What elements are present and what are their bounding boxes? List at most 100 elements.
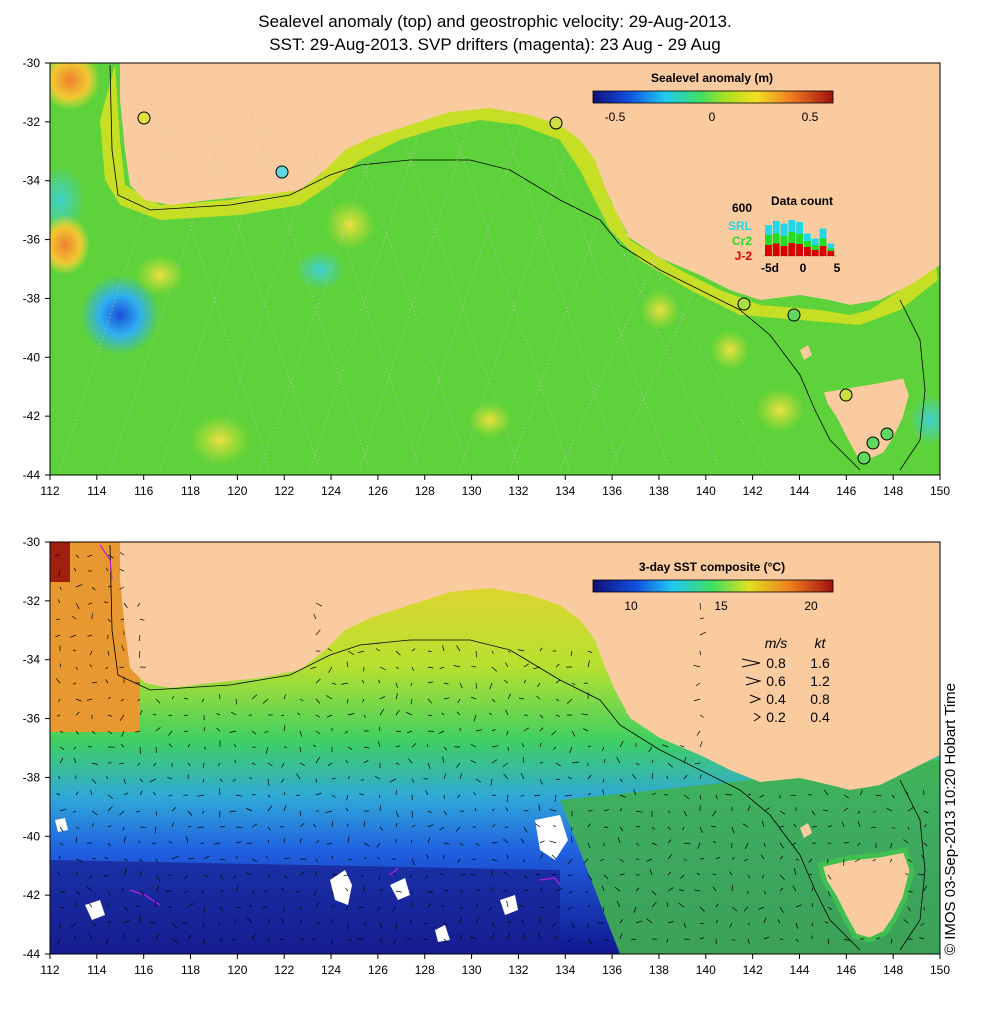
top-land-australia	[120, 63, 940, 305]
bottom-y-tick--38: -38	[23, 770, 41, 784]
velocity-vector-32	[69, 634, 77, 638]
velocity-vector-361	[359, 793, 365, 796]
velocity-vector-448	[873, 810, 877, 813]
velocity-vector-708	[694, 889, 701, 892]
velocity-vector-349	[168, 794, 173, 797]
bottom-x-tick-124: 124	[321, 963, 341, 977]
velocity-vector-462	[219, 826, 225, 828]
velocity-vector-584	[411, 858, 415, 866]
velocity-vector-246	[491, 745, 499, 748]
velocity-vector-41	[89, 650, 93, 656]
velocity-vector-512	[138, 840, 141, 844]
top-map-frame	[49, 62, 941, 476]
velocity-vector-485	[587, 823, 591, 828]
velocity-vector-180	[555, 714, 560, 717]
velocity-vector-475	[427, 824, 434, 828]
velocity-vector-67	[104, 666, 109, 670]
velocity-vector-273	[267, 762, 273, 767]
velocity-vector-405	[187, 810, 193, 816]
bottom-isobath	[109, 544, 926, 951]
velocity-vector-143	[518, 697, 525, 700]
velocity-vector-140	[470, 696, 477, 700]
velocity-vector-814	[763, 917, 767, 924]
velocity-vector-340	[683, 774, 688, 780]
velocity-vector-542	[617, 836, 621, 844]
velocity-vector-725	[155, 900, 157, 908]
tide-gauge-marker-2[interactable]	[275, 165, 289, 179]
velocity-vector-326	[459, 773, 462, 780]
tide-gauge-marker-9[interactable]	[857, 451, 871, 465]
velocity-vector-459	[171, 821, 175, 828]
velocity-vector-121	[171, 696, 175, 700]
velocity-vector-729	[219, 906, 224, 912]
velocity-vector-585	[426, 854, 429, 860]
velocity-vector-77	[427, 666, 434, 669]
velocity-vector-376	[602, 789, 605, 796]
velocity-vector-586	[443, 854, 445, 860]
tide-gauge-marker-8[interactable]	[880, 427, 894, 441]
velocity-vector-674	[155, 886, 160, 892]
velocity-vector-755	[633, 906, 637, 913]
velocity-vector-40	[72, 649, 77, 652]
velocity-vector-92	[105, 679, 109, 684]
tide-gauge-marker-4[interactable]	[737, 297, 751, 311]
velocity-vector-539	[571, 836, 573, 844]
velocity-vector-70	[310, 666, 317, 670]
velocity-vector-606	[760, 854, 765, 860]
velocity-vector-369	[491, 794, 496, 796]
velocity-vector-688	[379, 889, 384, 892]
velocity-vector-343	[75, 791, 79, 796]
data-count-bar-j-2-6	[811, 250, 819, 256]
velocity-vector-794	[443, 922, 448, 926]
velocity-vector-851	[537, 932, 541, 940]
tide-gauge-marker-1[interactable]	[137, 111, 151, 125]
velocity-vector-319	[347, 775, 350, 780]
tide-gauge-marker-3[interactable]	[549, 116, 563, 130]
velocity-vector-241	[411, 742, 417, 748]
velocity-vector-417	[379, 805, 382, 812]
velocity-vector-797	[491, 922, 496, 928]
tide-gauge-marker-5[interactable]	[787, 308, 801, 322]
velocity-vector-482	[535, 823, 541, 828]
bottom-x-tick-126: 126	[368, 963, 388, 977]
velocity-vector-173	[441, 712, 445, 716]
velocity-vector-188	[121, 730, 125, 737]
velocity-vector-74	[379, 666, 386, 671]
velocity-vector-833	[251, 934, 256, 940]
sealevel-anomaly-map[interactable]	[35, 50, 950, 475]
velocity-vector-283	[427, 762, 431, 769]
velocity-vector-61	[570, 650, 573, 656]
velocity-vector-197	[264, 730, 269, 734]
bottom-x-tick-130: 130	[462, 963, 482, 977]
velocity-vector-780	[218, 922, 221, 927]
velocity-vector-260	[59, 757, 64, 764]
velocity-vector-784	[280, 918, 285, 924]
velocity-vector-347	[139, 790, 143, 796]
top-land-king-island	[800, 345, 812, 360]
velocity-vector-64	[59, 663, 62, 668]
tide-gauge-marker-6[interactable]	[839, 388, 853, 402]
velocity-vector-388	[790, 794, 797, 797]
velocity-vector-829	[187, 934, 192, 940]
velocity-vector-644	[491, 870, 493, 876]
velocity-vector-284	[442, 756, 445, 764]
velocity-vector-805	[619, 919, 623, 924]
tide-gauge-markers[interactable]	[137, 111, 894, 465]
velocity-vector-132	[346, 698, 349, 704]
top-x-tick-148: 148	[883, 484, 903, 498]
velocity-vector-476	[439, 826, 445, 831]
velocity-vector-790	[379, 922, 383, 929]
velocity-vector-89	[55, 678, 61, 684]
velocity-vector-699	[555, 887, 563, 892]
sst-composite-map[interactable]	[50, 542, 940, 954]
data-count-bar-j-2-5	[804, 247, 811, 256]
velocity-vector-226	[168, 743, 173, 748]
velocity-vector-811	[715, 920, 718, 924]
velocity-vector-603	[715, 856, 721, 860]
velocity-vector-666	[905, 873, 909, 876]
velocity-vector-155	[152, 713, 157, 716]
velocity-vector-857	[631, 938, 637, 941]
velocity-vector-818	[824, 921, 829, 924]
data-count-bars	[765, 220, 835, 256]
tide-gauge-marker-7[interactable]	[866, 436, 880, 450]
